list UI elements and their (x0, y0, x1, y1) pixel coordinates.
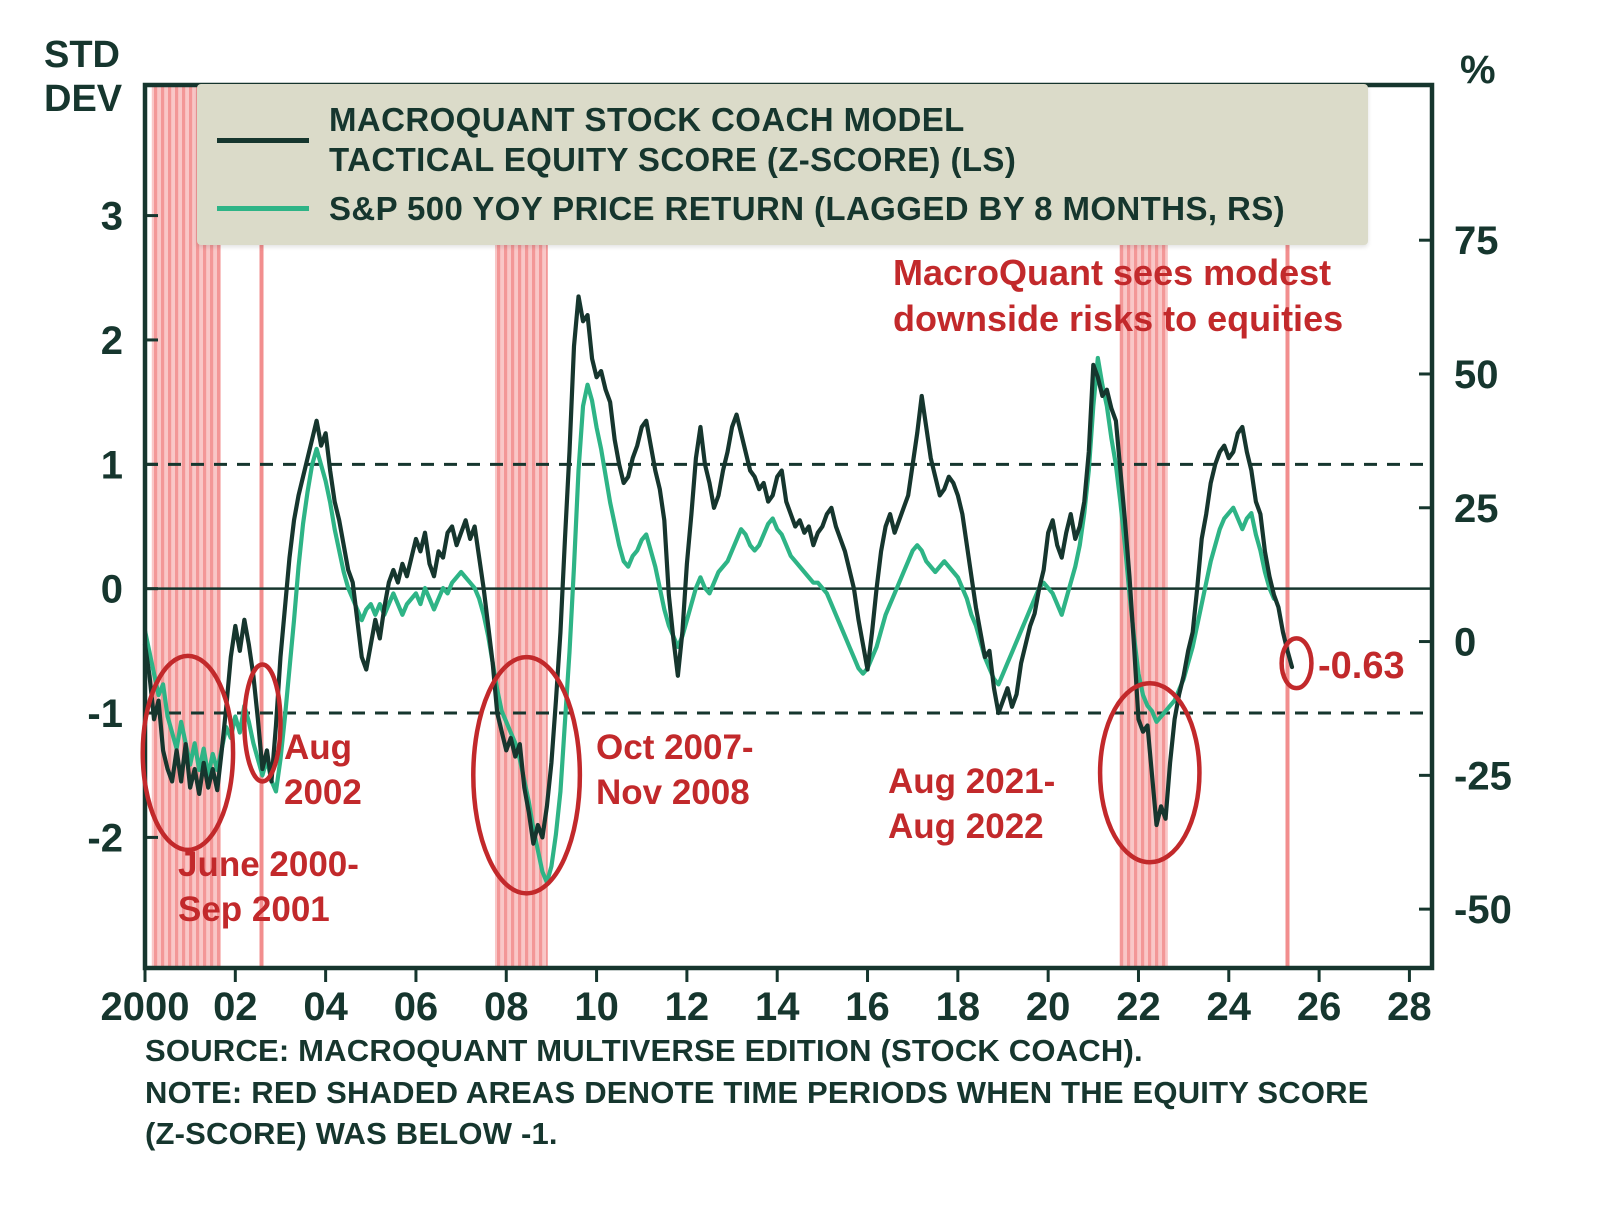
x-axis-tick-label: 10 (574, 985, 619, 1029)
period-2007-2008-label: Oct 2007- Nov 2008 (596, 726, 754, 816)
left-axis-tick-label: -1 (87, 692, 123, 736)
left-axis-tick-label: 0 (101, 568, 123, 612)
x-axis-tick-label: 24 (1207, 985, 1252, 1029)
period-2000-2001-label-line1: June 2000- (178, 845, 359, 884)
period-2002-label-line2: 2002 (284, 772, 362, 812)
left-axis-title: STD DEV (44, 34, 122, 121)
right-axis-tick-label: 75 (1454, 219, 1499, 263)
highlight-ellipse (471, 654, 583, 896)
right-axis-tick-label: -50 (1454, 888, 1512, 932)
downside-risk-annotation-line1: MacroQuant sees modest (893, 252, 1332, 293)
legend-item-sp500: S&P 500 YOY PRICE RETURN (LAGGED BY 8 MO… (217, 189, 1348, 229)
legend: MACROQUANT STOCK COACH MODEL TACTICAL EQ… (197, 84, 1368, 245)
right-axis-title: % (1460, 48, 1496, 92)
source-note-line3: (Z-SCORE) WAS BELOW -1. (145, 1116, 558, 1152)
legend-label-zscore-line1: MACROQUANT STOCK COACH MODEL (329, 101, 965, 138)
period-2002-label-line1: Aug (284, 728, 353, 767)
highlight-ellipse (1097, 680, 1202, 865)
downside-risk-annotation-line2: downside risks to equities (893, 298, 1344, 340)
source-note-line2: NOTE: RED SHADED AREAS DENOTE TIME PERIO… (145, 1074, 1369, 1110)
equity-zscore-line (142, 294, 1295, 846)
highlight-ellipse (1279, 636, 1314, 691)
source-note-line1: SOURCE: MACROQUANT MULTIVERSE EDITION (S… (145, 1033, 1143, 1068)
left-axis-tick-label: 3 (101, 195, 123, 239)
x-axis-tick-label: 20 (1026, 985, 1071, 1029)
period-2002-label: Aug 2002 (284, 726, 362, 816)
right-axis-tick-label: 0 (1454, 621, 1476, 665)
x-axis-tick-label: 28 (1387, 985, 1432, 1029)
x-axis-tick-label: 02 (213, 985, 258, 1029)
x-axis-tick-label: 06 (394, 985, 439, 1029)
right-axis-tick-label: 25 (1454, 487, 1499, 531)
period-2021-2022-label: Aug 2021- Aug 2022 (888, 760, 1055, 850)
left-axis-title-line1: STD (44, 34, 120, 76)
x-axis-tick-label: 22 (1116, 985, 1161, 1029)
x-axis-tick-label: 14 (755, 985, 800, 1029)
downside-risk-annotation: MacroQuant sees modest downside risks to… (893, 250, 1343, 342)
zscore-line-swatch-icon (217, 137, 309, 143)
x-axis-tick-label: 18 (936, 985, 981, 1029)
period-2021-2022-label-line2: Aug 2022 (888, 806, 1044, 846)
source-note: SOURCE: MACROQUANT MULTIVERSE EDITION (S… (145, 1030, 1369, 1155)
legend-item-zscore: MACROQUANT STOCK COACH MODEL TACTICAL EQ… (217, 100, 1348, 181)
legend-label-zscore-line2: TACTICAL EQUITY SCORE (Z-SCORE) (LS) (329, 141, 1017, 179)
period-2000-2001-label-line2: Sep 2001 (178, 889, 330, 929)
left-axis-tick-label: -2 (87, 816, 123, 860)
period-2007-2008-label-line1: Oct 2007- (596, 728, 754, 767)
right-axis-tick-label: 50 (1454, 353, 1499, 397)
highlight-ellipse (242, 662, 283, 784)
x-axis-tick-label: 04 (303, 985, 348, 1029)
left-axis-tick-label: 2 (101, 319, 123, 363)
left-axis-tick-label: 1 (101, 443, 123, 487)
x-axis-tick-label: 12 (665, 985, 710, 1029)
x-axis-tick-label: 2000 (101, 985, 190, 1029)
left-axis-title-line2: DEV (44, 77, 123, 120)
period-2007-2008-label-line2: Nov 2008 (596, 772, 750, 812)
sp500-line-swatch-icon (217, 206, 309, 212)
x-axis-tick-label: 08 (484, 985, 529, 1029)
highlight-ellipse (140, 653, 236, 853)
period-2000-2001-label: June 2000- Sep 2001 (178, 843, 359, 933)
period-2021-2022-label-line1: Aug 2021- (888, 762, 1056, 801)
x-axis-tick-label: 16 (845, 985, 890, 1029)
legend-label-sp500: S&P 500 YOY PRICE RETURN (LAGGED BY 8 MO… (329, 189, 1286, 227)
last-value-label: -0.63 (1318, 645, 1405, 687)
right-axis-tick-label: -25 (1454, 754, 1512, 798)
x-axis-tick-label: 26 (1297, 985, 1342, 1029)
